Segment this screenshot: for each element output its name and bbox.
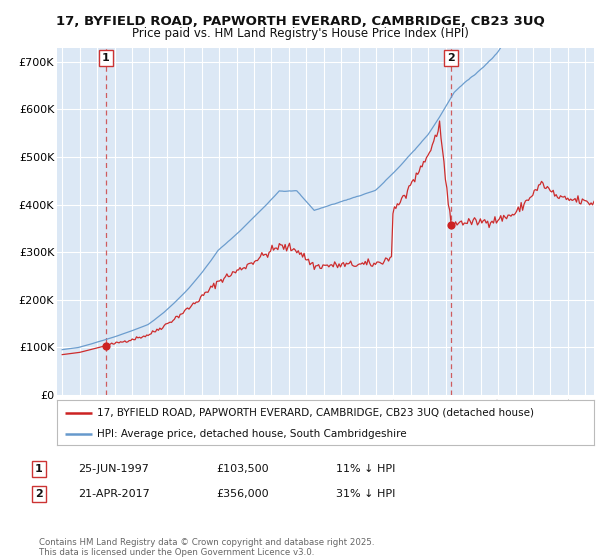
Text: 2: 2: [35, 489, 43, 499]
Text: 25-JUN-1997: 25-JUN-1997: [78, 464, 149, 474]
Text: HPI: Average price, detached house, South Cambridgeshire: HPI: Average price, detached house, Sout…: [97, 429, 407, 439]
Text: 21-APR-2017: 21-APR-2017: [78, 489, 150, 499]
Point: [101, 341, 110, 350]
Text: 17, BYFIELD ROAD, PAPWORTH EVERARD, CAMBRIDGE, CB23 3UQ: 17, BYFIELD ROAD, PAPWORTH EVERARD, CAMB…: [56, 15, 544, 28]
Text: 1: 1: [35, 464, 43, 474]
Point: [446, 221, 456, 230]
Text: 31% ↓ HPI: 31% ↓ HPI: [336, 489, 395, 499]
Text: 11% ↓ HPI: 11% ↓ HPI: [336, 464, 395, 474]
Text: £103,500: £103,500: [216, 464, 269, 474]
Text: 17, BYFIELD ROAD, PAPWORTH EVERARD, CAMBRIDGE, CB23 3UQ (detached house): 17, BYFIELD ROAD, PAPWORTH EVERARD, CAMB…: [97, 408, 534, 418]
Text: 1: 1: [101, 53, 109, 63]
Text: £356,000: £356,000: [216, 489, 269, 499]
Text: 2: 2: [447, 53, 455, 63]
Text: Price paid vs. HM Land Registry's House Price Index (HPI): Price paid vs. HM Land Registry's House …: [131, 27, 469, 40]
Text: Contains HM Land Registry data © Crown copyright and database right 2025.
This d: Contains HM Land Registry data © Crown c…: [39, 538, 374, 557]
